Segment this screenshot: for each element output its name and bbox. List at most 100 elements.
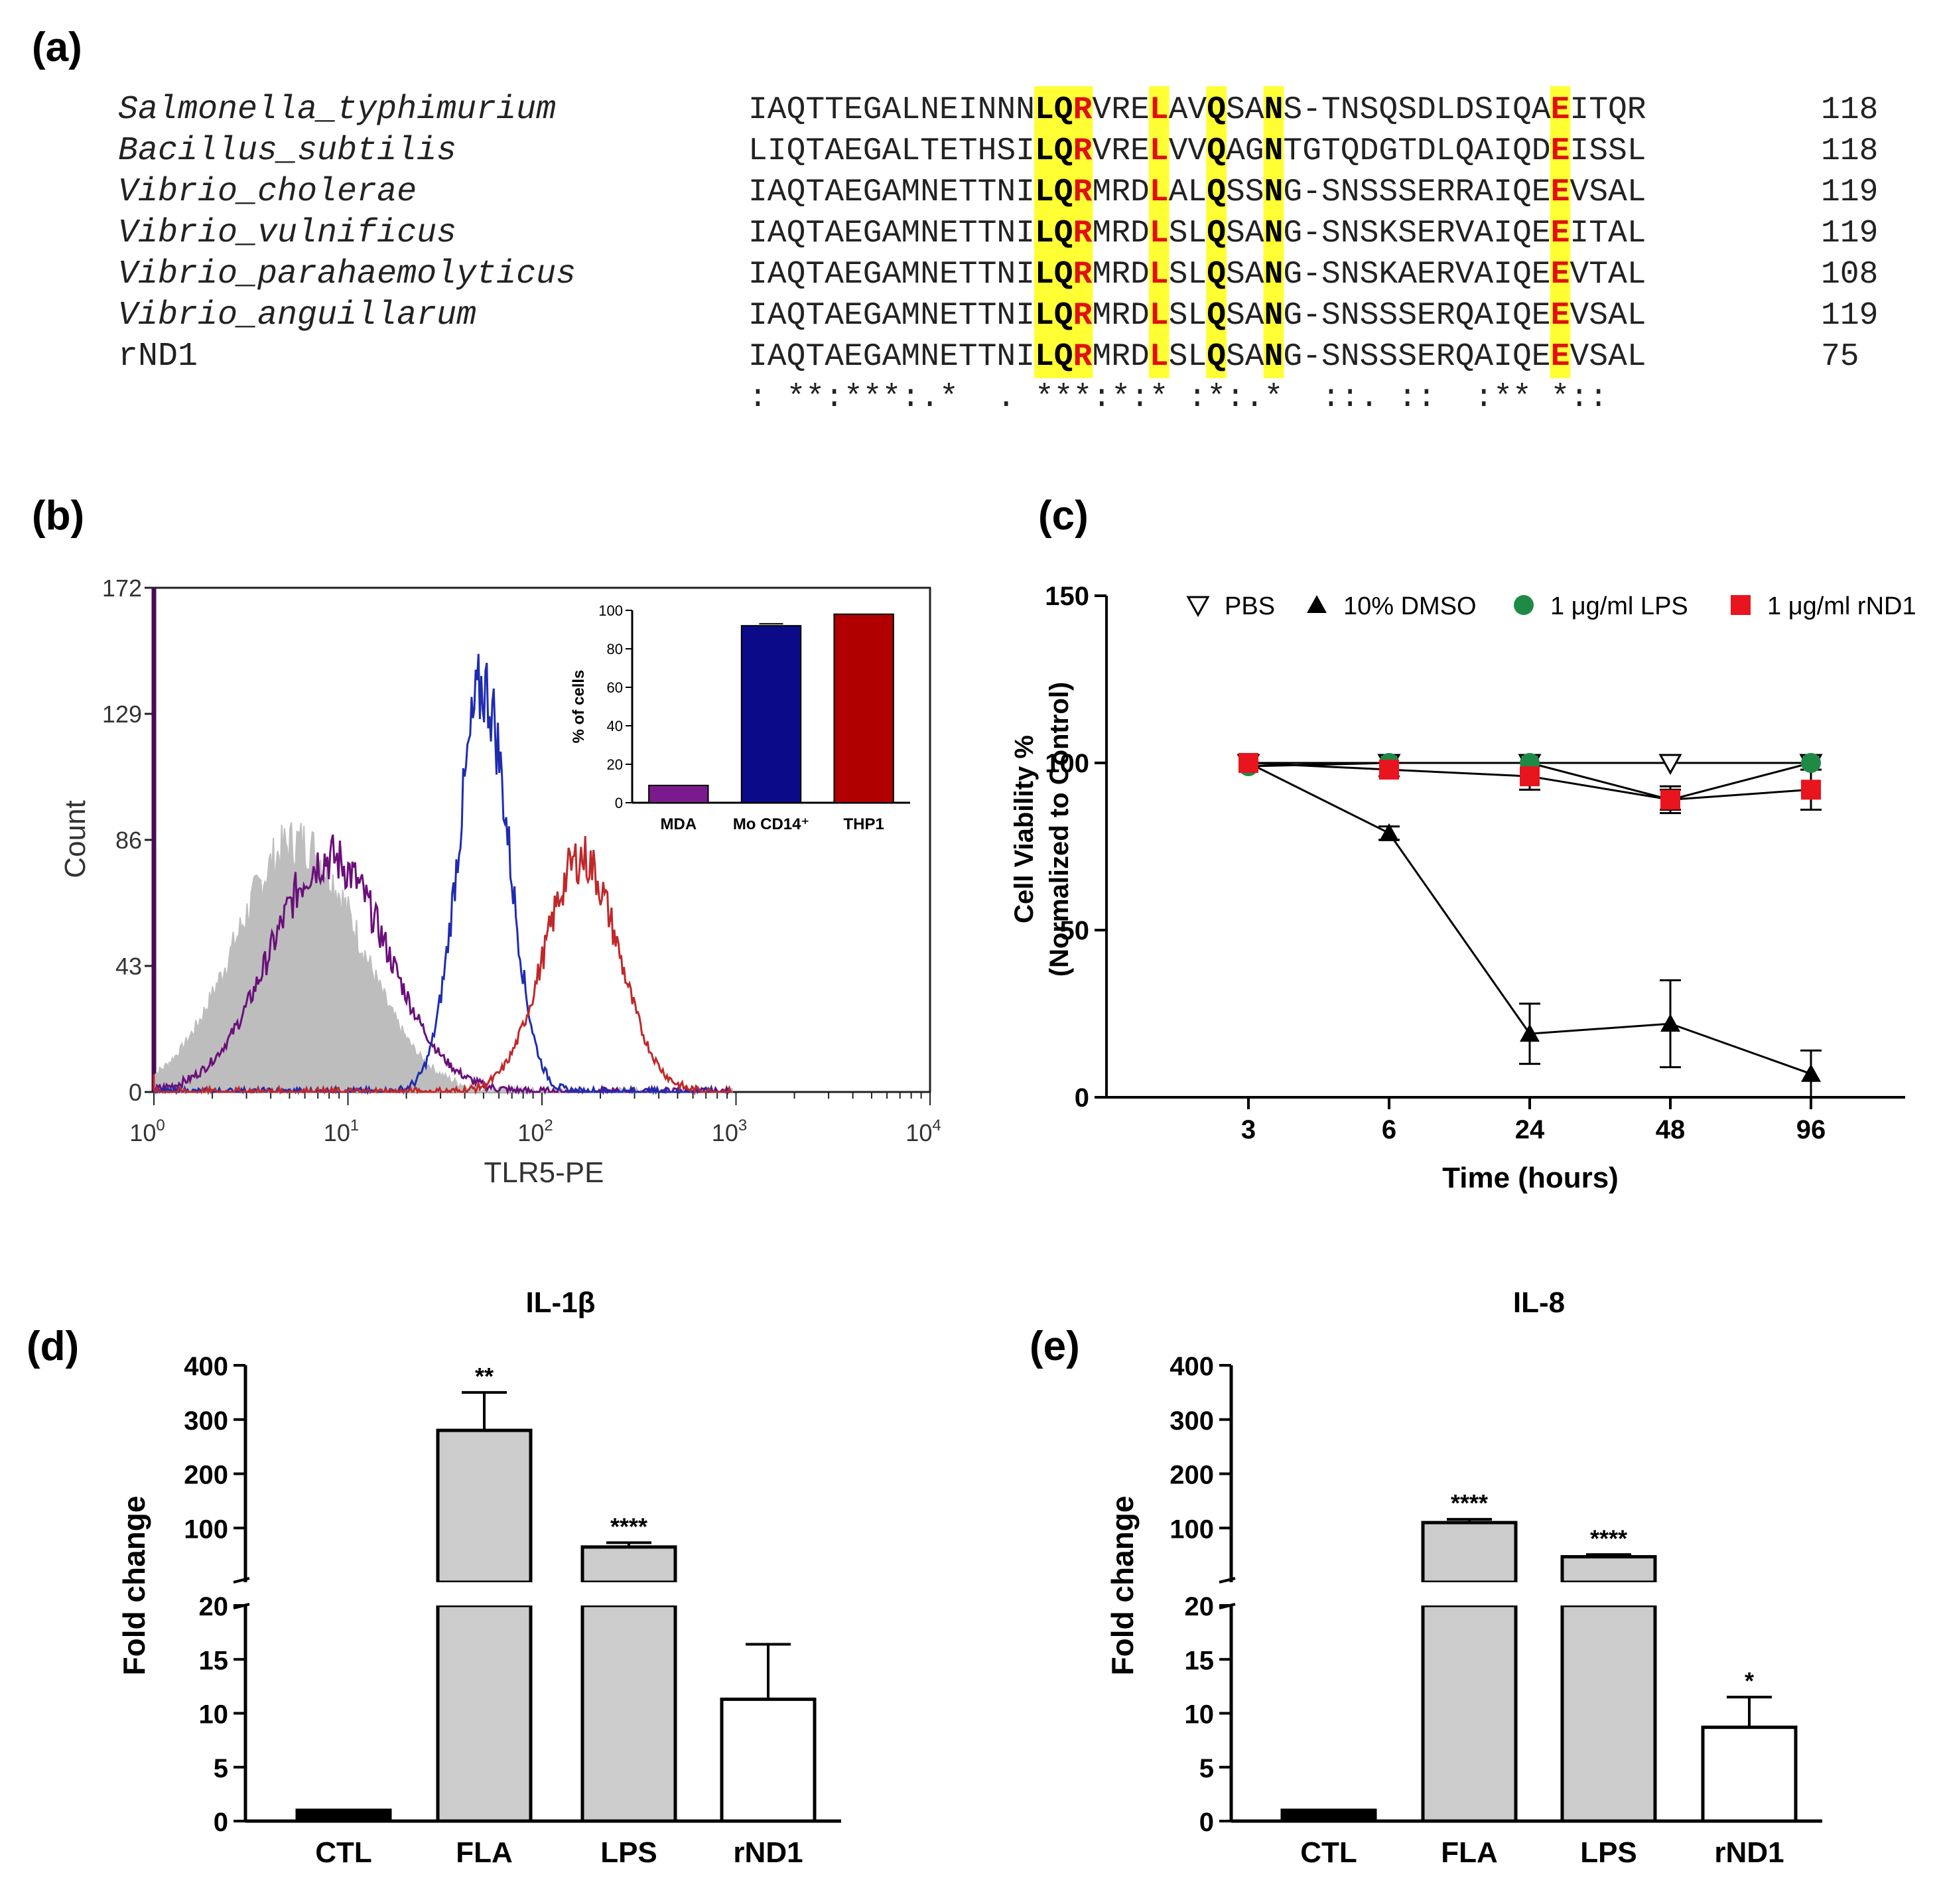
conserved-column-highlight <box>1550 86 1571 378</box>
panel-label-e: (e) <box>1030 1324 1080 1369</box>
legend-label: PBS <box>1225 592 1275 620</box>
inset-y-tick-label: 80 <box>607 641 623 657</box>
viability-x-tick-label: 48 <box>1656 1115 1686 1144</box>
il1b-bar-chart: IL-1β Fold change 0 5 10 15 20 100 200 300 400 CT… <box>117 1286 841 1869</box>
tlr5-histogram: Count TLR5-PE % of cells 0 43 86 129 172 100 1… <box>59 575 941 1189</box>
inset-category-label: Mo CD14⁺ <box>733 815 809 833</box>
viability-x-tick-label: 3 <box>1241 1115 1256 1144</box>
residue-position: 119 <box>1821 174 1878 210</box>
legend-label: 1 μg/ml LPS <box>1550 592 1688 620</box>
y-tick-label: 300 <box>184 1406 228 1436</box>
species-name: Bacillus_subtilis <box>118 132 456 170</box>
species-name: Salmonella_typhimurium <box>118 91 556 129</box>
il8-title: IL-8 <box>1513 1286 1565 1319</box>
sequence-row: IAQTAEGAMNETTNILQRMRDLSLQSANG-SNSKAERVAI… <box>748 257 1646 293</box>
species-name: rND1 <box>118 338 198 375</box>
legend-marker <box>1307 595 1327 613</box>
conserved-column-highlight <box>1034 86 1055 378</box>
histogram-x-axis-label: TLR5-PE <box>484 1156 604 1189</box>
species-name: Vibrio_parahaemolyticus <box>118 255 576 293</box>
residue-position: 118 <box>1821 92 1878 128</box>
viability-y-tick-label: 0 <box>1075 1083 1089 1113</box>
viability-y-tick-label: 100 <box>1045 749 1089 778</box>
x-category-label: rND1 <box>733 1836 803 1869</box>
conserved-column-highlight <box>1072 86 1093 378</box>
viability-x-tick-label: 96 <box>1796 1115 1826 1144</box>
panel-label-c: (c) <box>1038 493 1089 539</box>
x-category-label: CTL <box>1300 1836 1357 1869</box>
histogram-y-axis-label: Count <box>59 800 92 878</box>
sequence-alignment: Salmonella_typhimurium IAQTTEGALNEINNNLQR… <box>118 86 1878 416</box>
viability-data-point <box>1658 754 1682 776</box>
y-tick-label: 100 <box>1170 1515 1214 1544</box>
histogram-y-tick-label: 86 <box>115 827 142 854</box>
histogram-y-tick-label: 0 <box>129 1079 142 1106</box>
sequence-row: IAQTAEGAMNETTNILQRMRDLSLQSANG-SNSKSERVAI… <box>748 216 1646 251</box>
x-category-label: CTL <box>315 1836 372 1869</box>
y-tick-label: 20 <box>1185 1592 1215 1621</box>
viability-x-tick-label: 24 <box>1515 1115 1545 1144</box>
conserved-column-highlight <box>1263 86 1284 378</box>
y-tick-label: 100 <box>184 1515 228 1544</box>
x-category-label: FLA <box>456 1836 513 1869</box>
sequence-row: IAQTAEGAMNETTNILQRMRDLSLQSANG-SNSSSERQAI… <box>748 298 1646 334</box>
histogram-y-tick-label: 172 <box>102 575 142 602</box>
bar-upper-segment <box>436 1428 533 1584</box>
viability-data-point <box>1660 789 1680 810</box>
viability-data-point <box>1801 753 1821 773</box>
inset-category-label: MDA <box>661 815 697 833</box>
species-name: Vibrio_cholerae <box>118 173 417 211</box>
bar-lower-segment <box>1560 1603 1657 1823</box>
inset-bar <box>833 613 894 803</box>
histogram-series-curve <box>153 836 732 1096</box>
sequence-row: IAQTAEGAMNETTNILQRMRDLSLQSANG-SNSSSERQAI… <box>748 339 1646 375</box>
panel-label-a: (a) <box>32 25 82 70</box>
axis-break-mark <box>1219 1577 1236 1584</box>
bar-break-gap <box>580 1582 677 1605</box>
x-category-label: LPS <box>600 1836 657 1869</box>
inset-y-tick-label: 0 <box>615 795 623 811</box>
y-tick-label: 0 <box>214 1808 228 1837</box>
viability-data-point <box>1379 760 1399 780</box>
residue-position: 119 <box>1821 298 1878 334</box>
il8-bar-chart: IL-8 Fold change 0 5 10 15 20 100 200 300 400 CTL… <box>1105 1286 1822 1869</box>
sequence-row: IAQTAEGAMNETTNILQRMRDLALQSSNG-SNSSSERRAI… <box>748 174 1646 210</box>
y-tick-label: 0 <box>1199 1808 1214 1837</box>
bar <box>295 1808 392 1823</box>
sequence-row: LIQTAEGALTETHSILQRVRELVVQAGNTGTQDGTDLQAI… <box>748 133 1646 169</box>
histogram-x-tick-label: 104 <box>905 1117 941 1146</box>
y-tick-label: 15 <box>1185 1646 1215 1675</box>
legend-label: 1 μg/ml rND1 <box>1767 592 1916 620</box>
legend-label: 10% DMSO <box>1343 592 1477 620</box>
residue-position: 119 <box>1821 216 1878 251</box>
consensus-line: : **:***:.* . ***:*:* :*:.* ::. :: :** *… <box>748 380 1608 416</box>
viability-data-point <box>1238 753 1258 773</box>
inset-y-tick-label: 100 <box>598 602 623 619</box>
viability-data-point <box>1801 1063 1821 1082</box>
inset-y-tick-label: 60 <box>607 679 623 696</box>
histogram-x-tick-label: 102 <box>517 1117 553 1146</box>
histogram-y-tick-label: 129 <box>102 701 142 728</box>
y-tick-label: 5 <box>214 1754 228 1783</box>
histogram-x-tick-label: 103 <box>712 1117 747 1146</box>
viability-data-point <box>1660 1014 1680 1032</box>
y-tick-label: 5 <box>1199 1754 1214 1783</box>
viability-data-point <box>1379 823 1399 841</box>
viability-data-point <box>1801 780 1821 800</box>
viability-x-axis-label: Time (hours) <box>1442 1162 1619 1194</box>
bar <box>1701 1726 1798 1823</box>
bar-lower-segment <box>1421 1603 1518 1823</box>
bar <box>720 1697 817 1823</box>
bar-upper-segment <box>1421 1521 1518 1584</box>
inset-category-label: THP1 <box>843 815 884 833</box>
viability-y-axis-label-line2: (Normalized to Control) <box>1045 682 1074 977</box>
viability-data-point <box>1520 766 1540 787</box>
significance-marker: **** <box>1451 1489 1488 1517</box>
x-category-label: FLA <box>1441 1836 1498 1869</box>
y-tick-label: 20 <box>199 1592 229 1621</box>
bar-upper-segment <box>1560 1555 1657 1584</box>
bar-break-gap <box>1421 1582 1518 1605</box>
panel-label-b: (b) <box>32 493 84 539</box>
histogram-x-tick-label: 101 <box>324 1117 359 1146</box>
bar-lower-segment <box>580 1603 677 1823</box>
